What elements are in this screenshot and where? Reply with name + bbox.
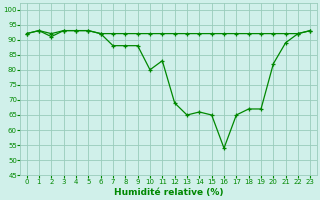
X-axis label: Humidité relative (%): Humidité relative (%) [114, 188, 223, 197]
